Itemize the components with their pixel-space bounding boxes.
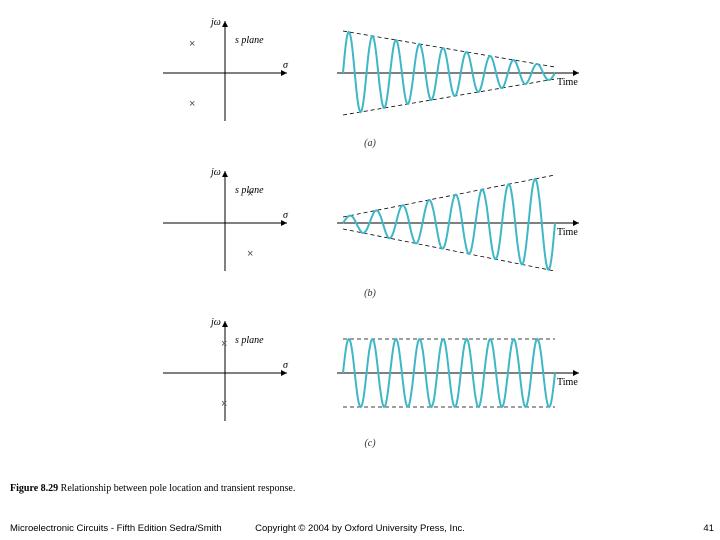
figure-caption-text: Relationship between pole location and t… [58,483,295,494]
s-plane-plot: jω σ s plane × × [155,13,295,133]
svg-text:Time: Time [557,377,578,388]
footer-page-number: 41 [703,523,714,534]
svg-text:jω: jω [209,17,221,28]
svg-text:s plane: s plane [235,335,264,346]
svg-text:jω: jω [209,167,221,178]
transient-response-plot: Time [325,313,585,433]
s-plane-plot: jωσs plane×× [155,163,295,283]
pole-marker: × [247,248,253,260]
svg-text:s plane: s plane [235,35,264,46]
pole-marker: × [189,38,195,50]
s-plane-plot: jω σ s plane × × [155,313,295,433]
svg-text:σ: σ [283,60,289,71]
response-cell: Time [325,313,585,433]
s-plane-cell: jω σ s plane × × [155,313,295,433]
footer-center: Copyright © 2004 by Oxford University Pr… [0,523,720,534]
svg-text:Time: Time [557,77,578,88]
pole-marker: × [221,338,227,350]
s-plane-cell: jω σ s plane × × [155,13,295,133]
svg-text:jω: jω [209,317,221,328]
transient-response-plot: Time [325,13,585,133]
page: jωσs plane××Time(a)jωσs plane××Time(b)jω… [0,0,720,540]
pole-marker: × [189,98,195,110]
figure-caption: Figure 8.29 Relationship between pole lo… [10,483,295,494]
pole-marker: × [221,398,227,410]
svg-text:σ: σ [283,360,289,371]
pole-marker: × [247,188,253,200]
svg-text:σ: σ [283,210,289,221]
subfigure-row: jωσs plane××Time [155,155,585,290]
subfigure-row: jω σ s plane × × Time [155,305,585,440]
figure: jωσs plane××Time(a)jωσs plane××Time(b)jω… [155,5,585,470]
subfigure-row: jω σ s plane × × Time [155,5,585,140]
response-cell: Time [325,163,585,283]
s-plane-cell: jωσs plane×× [155,163,295,283]
response-cell: Time [325,13,585,133]
figure-number: Figure 8.29 [10,483,58,494]
transient-response-plot: Time [325,163,585,283]
svg-text:Time: Time [557,227,578,238]
